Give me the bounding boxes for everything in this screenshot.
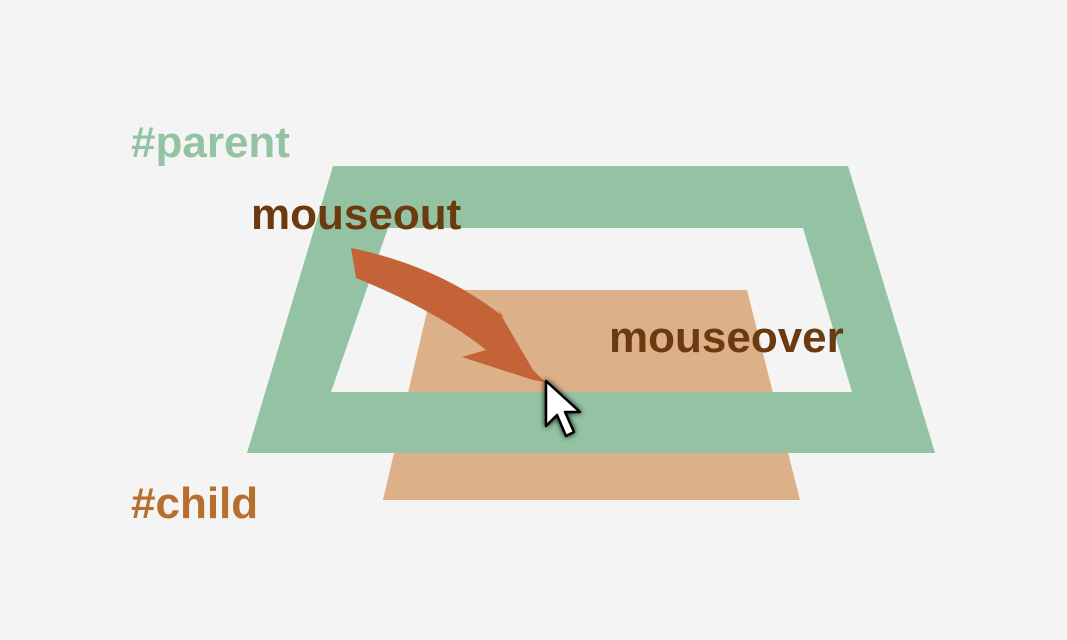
mouseover-label: mouseover — [609, 313, 844, 362]
parent-element-frame — [247, 166, 935, 453]
mouseout-label: mouseout — [251, 190, 462, 239]
child-label: #child — [131, 479, 259, 528]
parent-label: #parent — [131, 118, 290, 167]
mouse-pointer-icon — [544, 379, 582, 438]
curved-arrow-icon — [351, 248, 545, 382]
